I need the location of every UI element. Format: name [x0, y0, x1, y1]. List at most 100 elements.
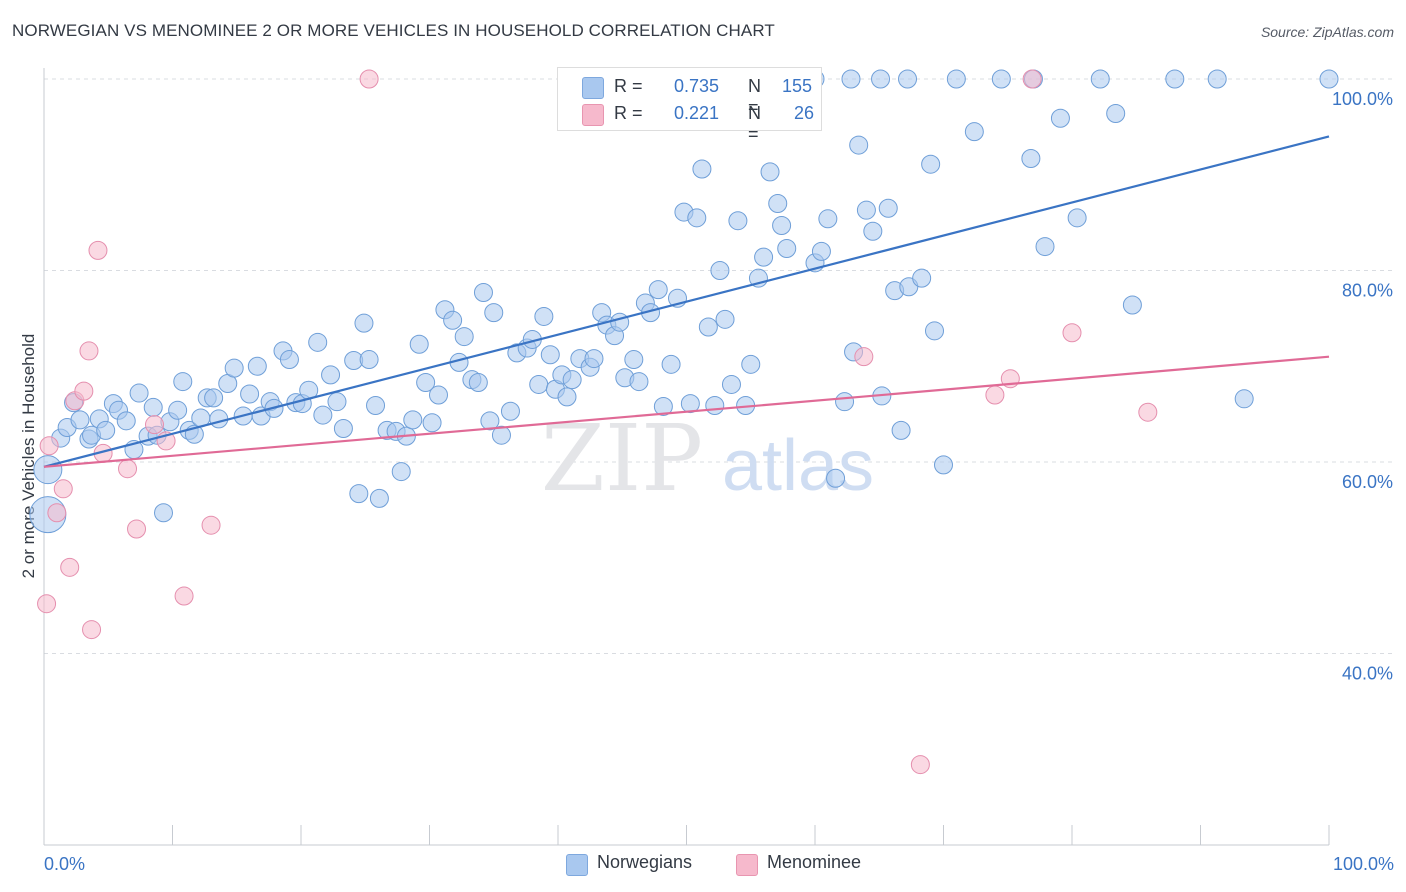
x-tick-label-min: 0.0% [44, 854, 85, 874]
norwegians-point [898, 69, 918, 89]
norwegians-point [1319, 69, 1339, 89]
norwegians-point [279, 350, 299, 370]
norwegians-point [629, 372, 649, 392]
norwegians-point [921, 154, 941, 174]
norwegians-point [1050, 108, 1070, 128]
norwegians-point [818, 209, 838, 229]
norwegians-point [168, 400, 188, 420]
menominee-point [145, 415, 165, 435]
gridlines [44, 78, 1392, 654]
norwegians-point [768, 193, 788, 213]
norwegians-point [308, 332, 328, 352]
norwegians-point [772, 215, 792, 235]
norwegians-point [409, 334, 429, 354]
menominee-point [39, 436, 59, 456]
legend-label: Menominee [767, 852, 862, 872]
norwegians-point [1207, 69, 1227, 89]
norwegians-point [333, 418, 353, 438]
norwegians-point [1106, 103, 1126, 123]
norwegians-point [443, 310, 463, 330]
norwegians-point [480, 411, 500, 431]
menominee-point [88, 240, 108, 260]
norwegians-point [1122, 295, 1142, 315]
n-label: N = [748, 76, 761, 117]
norwegians-point [856, 200, 876, 220]
norwegians-point [540, 345, 560, 365]
scatter-points [29, 69, 1339, 775]
menominee-point [74, 381, 94, 401]
menominee-point [127, 519, 147, 539]
norwegians-point [454, 327, 474, 347]
norwegians-point [964, 122, 984, 142]
r-label: R = [614, 76, 648, 96]
menominee-point [1022, 69, 1042, 89]
norwegians-point [403, 410, 423, 430]
norwegians-point [468, 373, 488, 393]
norwegians-point [391, 462, 411, 482]
menominee-point [37, 594, 57, 614]
norwegians-point [721, 374, 741, 394]
norwegians-point [369, 488, 389, 508]
norwegians-point [1067, 208, 1087, 228]
norwegians-point [154, 503, 174, 523]
norwegians-point [562, 370, 582, 390]
norwegians-point [416, 373, 436, 393]
norwegians-point [143, 397, 163, 417]
norwegians-point [321, 365, 341, 385]
menominee-point [118, 459, 138, 479]
norwegians-point [422, 413, 442, 433]
norwegians-point [754, 247, 774, 267]
norwegians-point [648, 280, 668, 300]
source-credit: Source: ZipAtlas.com [1260, 24, 1394, 40]
menominee-point [47, 503, 67, 523]
r-value: 0.735 [674, 76, 720, 96]
norwegians-point [925, 321, 945, 341]
legend-label: Norwegians [597, 852, 693, 872]
norwegians-point [557, 387, 577, 407]
norwegians-point [1035, 237, 1055, 257]
menominee-point [910, 755, 930, 775]
norwegians-point [728, 211, 748, 231]
norwegians-swatch [582, 77, 604, 99]
norwegians-point [96, 420, 116, 440]
menominee-point [1138, 402, 1158, 422]
norwegians-point [653, 396, 673, 416]
norwegians-point [692, 159, 712, 179]
x-tick-label-max: 100.0% [1333, 854, 1394, 874]
norwegians-point [204, 388, 224, 408]
norwegians-point [826, 468, 846, 488]
trend-lines [43, 135, 1330, 468]
norwegians-point [500, 401, 520, 421]
r-value: 0.221 [674, 103, 720, 123]
norwegians-swatch [566, 854, 588, 876]
y-tick-label: 100.0% [1332, 89, 1393, 109]
norwegians-point [584, 349, 604, 369]
norwegians-point [240, 384, 260, 404]
norwegians-point [891, 420, 911, 440]
norwegians-point [741, 354, 761, 374]
norwegians-point [70, 410, 90, 430]
norwegians-point [610, 312, 630, 332]
norwegians-trend-line [43, 135, 1330, 468]
norwegians-point [849, 135, 869, 155]
menominee-swatch [736, 854, 758, 876]
norwegians-point [129, 383, 149, 403]
menominee-point [60, 557, 80, 577]
norwegians-point [428, 385, 448, 405]
norwegians-point [946, 69, 966, 89]
norwegians-point [934, 455, 953, 475]
menominee-point [359, 69, 379, 89]
norwegians-point [354, 313, 374, 333]
norwegians-point [359, 350, 379, 370]
norwegians-point [349, 484, 369, 504]
menominee-swatch [582, 104, 604, 126]
watermark: ZIP atlas [541, 405, 874, 512]
norwegians-point [680, 394, 700, 414]
norwegians-point [687, 208, 707, 228]
norwegians-point [871, 69, 891, 89]
norwegians-point [33, 455, 63, 485]
y-tick-label: 60.0% [1342, 472, 1393, 492]
norwegians-point [529, 374, 549, 394]
norwegians-point [1234, 389, 1254, 409]
